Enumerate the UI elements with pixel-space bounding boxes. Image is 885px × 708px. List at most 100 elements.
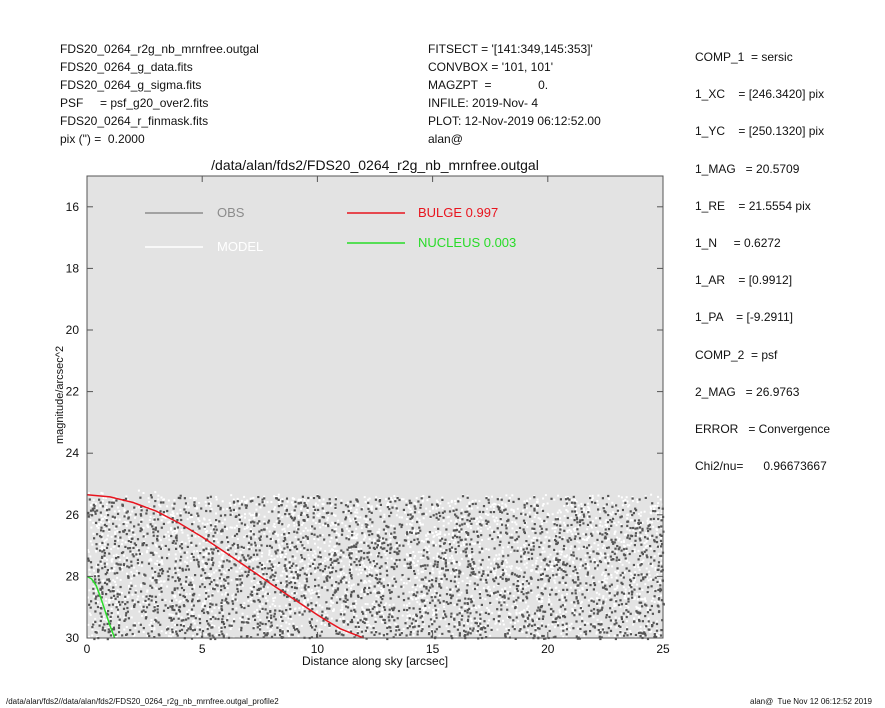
- scatter-point: [583, 621, 586, 624]
- scatter-point: [201, 628, 204, 631]
- scatter-point: [491, 612, 494, 615]
- scatter-point: [619, 560, 622, 563]
- scatter-point: [350, 537, 353, 540]
- scatter-point: [478, 510, 481, 513]
- scatter-point: [565, 622, 568, 625]
- scatter-point: [316, 514, 319, 517]
- scatter-point: [458, 593, 461, 596]
- scatter-point: [99, 560, 102, 563]
- scatter-point: [161, 598, 164, 601]
- scatter-point: [136, 555, 139, 558]
- scatter-point: [315, 586, 318, 589]
- scatter-point: [574, 604, 577, 607]
- scatter-point: [622, 539, 625, 542]
- scatter-point: [107, 578, 110, 581]
- scatter-point: [464, 606, 467, 609]
- scatter-point: [577, 548, 580, 551]
- scatter-point: [530, 544, 533, 547]
- scatter-point: [346, 606, 350, 609]
- scatter-point: [118, 615, 121, 618]
- scatter-point: [600, 620, 603, 623]
- scatter-point: [355, 551, 358, 554]
- scatter-point: [578, 541, 581, 544]
- scatter-point: [443, 575, 446, 578]
- scatter-point: [199, 633, 202, 636]
- scatter-point: [419, 611, 422, 614]
- scatter-point: [537, 632, 540, 635]
- scatter-point: [570, 545, 573, 548]
- scatter-point: [198, 626, 201, 629]
- scatter-point: [419, 556, 422, 559]
- scatter-point: [498, 535, 501, 538]
- scatter-point: [595, 563, 598, 566]
- scatter-point: [105, 546, 109, 549]
- scatter-point: [618, 624, 621, 627]
- scatter-point: [148, 634, 151, 638]
- scatter-point: [659, 498, 662, 501]
- scatter-point: [621, 582, 624, 586]
- scatter-point: [580, 610, 583, 613]
- scatter-point: [213, 625, 216, 627]
- scatter-point: [255, 512, 258, 515]
- scatter-point: [310, 602, 313, 605]
- scatter-point: [378, 610, 381, 613]
- scatter-point: [612, 542, 615, 545]
- scatter-point: [209, 495, 212, 498]
- scatter-point: [366, 603, 369, 606]
- scatter-point: [286, 534, 288, 537]
- scatter-point: [115, 496, 118, 499]
- scatter-point: [251, 520, 254, 523]
- scatter-point: [344, 504, 348, 507]
- scatter-point: [487, 585, 490, 588]
- scatter-point: [652, 525, 655, 528]
- scatter-point: [438, 625, 441, 628]
- scatter-point: [564, 524, 567, 527]
- scatter-point: [406, 618, 409, 621]
- scatter-point: [462, 572, 465, 575]
- scatter-point: [226, 539, 229, 542]
- scatter-point: [367, 498, 370, 501]
- scatter-point: [411, 560, 414, 563]
- scatter-point: [180, 555, 183, 558]
- scatter-point: [177, 612, 180, 615]
- scatter-point: [364, 500, 367, 503]
- scatter-point: [475, 622, 478, 625]
- scatter-point: [496, 519, 499, 522]
- scatter-point: [391, 577, 394, 580]
- scatter-point: [622, 612, 625, 615]
- scatter-point: [610, 574, 613, 576]
- scatter-point: [341, 611, 344, 614]
- scatter-point: [209, 559, 212, 562]
- scatter-point: [419, 503, 422, 506]
- scatter-point: [642, 578, 645, 581]
- scatter-point: [221, 500, 224, 503]
- scatter-point: [628, 504, 631, 507]
- scatter-point: [279, 593, 282, 595]
- scatter-point: [548, 536, 551, 539]
- scatter-point: [329, 550, 332, 553]
- scatter-point: [172, 507, 175, 510]
- scatter-point: [117, 563, 120, 566]
- scatter-point: [516, 546, 519, 549]
- scatter-point: [138, 552, 141, 556]
- scatter-point: [254, 512, 256, 515]
- scatter-point: [128, 585, 130, 587]
- scatter-point: [315, 569, 318, 572]
- scatter-point: [306, 506, 309, 509]
- scatter-point: [164, 516, 167, 519]
- scatter-point: [633, 596, 636, 599]
- scatter-point: [595, 517, 598, 520]
- scatter-point: [131, 593, 134, 596]
- scatter-point: [172, 515, 175, 518]
- scatter-point: [649, 545, 652, 548]
- scatter-point: [308, 574, 310, 577]
- scatter-point: [315, 611, 318, 614]
- scatter-point: [463, 602, 466, 605]
- scatter-point: [370, 540, 373, 543]
- scatter-point: [365, 608, 368, 611]
- scatter-point: [369, 625, 372, 628]
- scatter-point: [491, 495, 493, 498]
- scatter-point: [285, 561, 288, 564]
- scatter-point: [167, 521, 170, 524]
- scatter-point: [119, 563, 122, 566]
